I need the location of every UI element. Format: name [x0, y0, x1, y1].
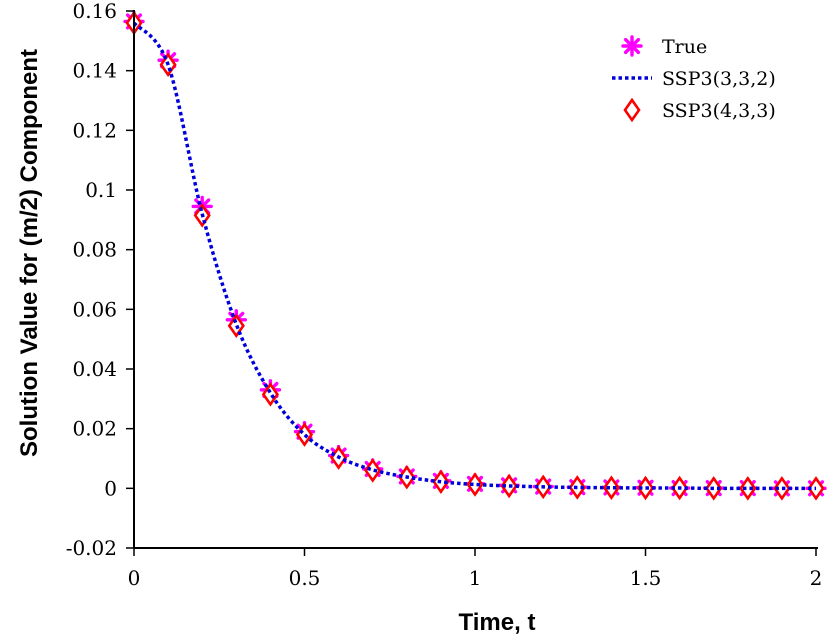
- ssp3-433-point-marker: [261, 382, 279, 407]
- ssp3-433-point-marker: [636, 475, 655, 501]
- legend: True SSP3(3,3,2) SSP3(4,3,3): [612, 35, 776, 123]
- y-tick-label: -0.02: [66, 536, 117, 560]
- ssp3-433-point-marker: [739, 476, 757, 501]
- x-tick-label: 0: [128, 566, 141, 590]
- y-tick-label: 0.14: [72, 59, 117, 83]
- legend-true-icon: [621, 35, 643, 57]
- axes: [133, 10, 818, 549]
- y-tick-label: 0.12: [72, 118, 117, 142]
- ssp3-433-point-marker: [466, 472, 484, 497]
- y-tick-label: 0.02: [72, 417, 117, 441]
- ticks: 0 0.5 1 1.5 2 -0.02 0 0.02 0.04 0.06 0.08 0.1 0.12 0.…: [66, 0, 823, 590]
- x-tick-label: 0.5: [289, 566, 321, 590]
- x-axis-title: Time, t: [459, 609, 536, 636]
- x-tick-label: 2: [810, 566, 823, 590]
- legend-label: SSP3(4,3,3): [662, 100, 776, 122]
- x-tick-label: 1.5: [630, 566, 662, 590]
- y-tick-label: 0.06: [72, 297, 117, 321]
- y-axis-title: Solution Value for (m/2) Component: [16, 49, 43, 457]
- y-tick-label: 0: [104, 476, 117, 500]
- x-tick-label: 1: [469, 566, 482, 590]
- legend-label: True: [662, 36, 707, 58]
- legend-label: SSP3(3,3,2): [662, 68, 776, 90]
- ssp3-433-point-marker: [602, 475, 620, 501]
- ssp3-433-point-marker: [773, 476, 791, 501]
- y-tick-label: 0.1: [85, 178, 117, 202]
- y-tick-label: 0.08: [72, 238, 117, 262]
- plot-markers: [123, 10, 827, 501]
- ssp3-332-series-line: [132, 21, 817, 491]
- legend-ssp3-433-icon: [623, 97, 641, 123]
- y-tick-label: 0.16: [72, 0, 117, 23]
- y-tick-label: 0.04: [72, 357, 117, 381]
